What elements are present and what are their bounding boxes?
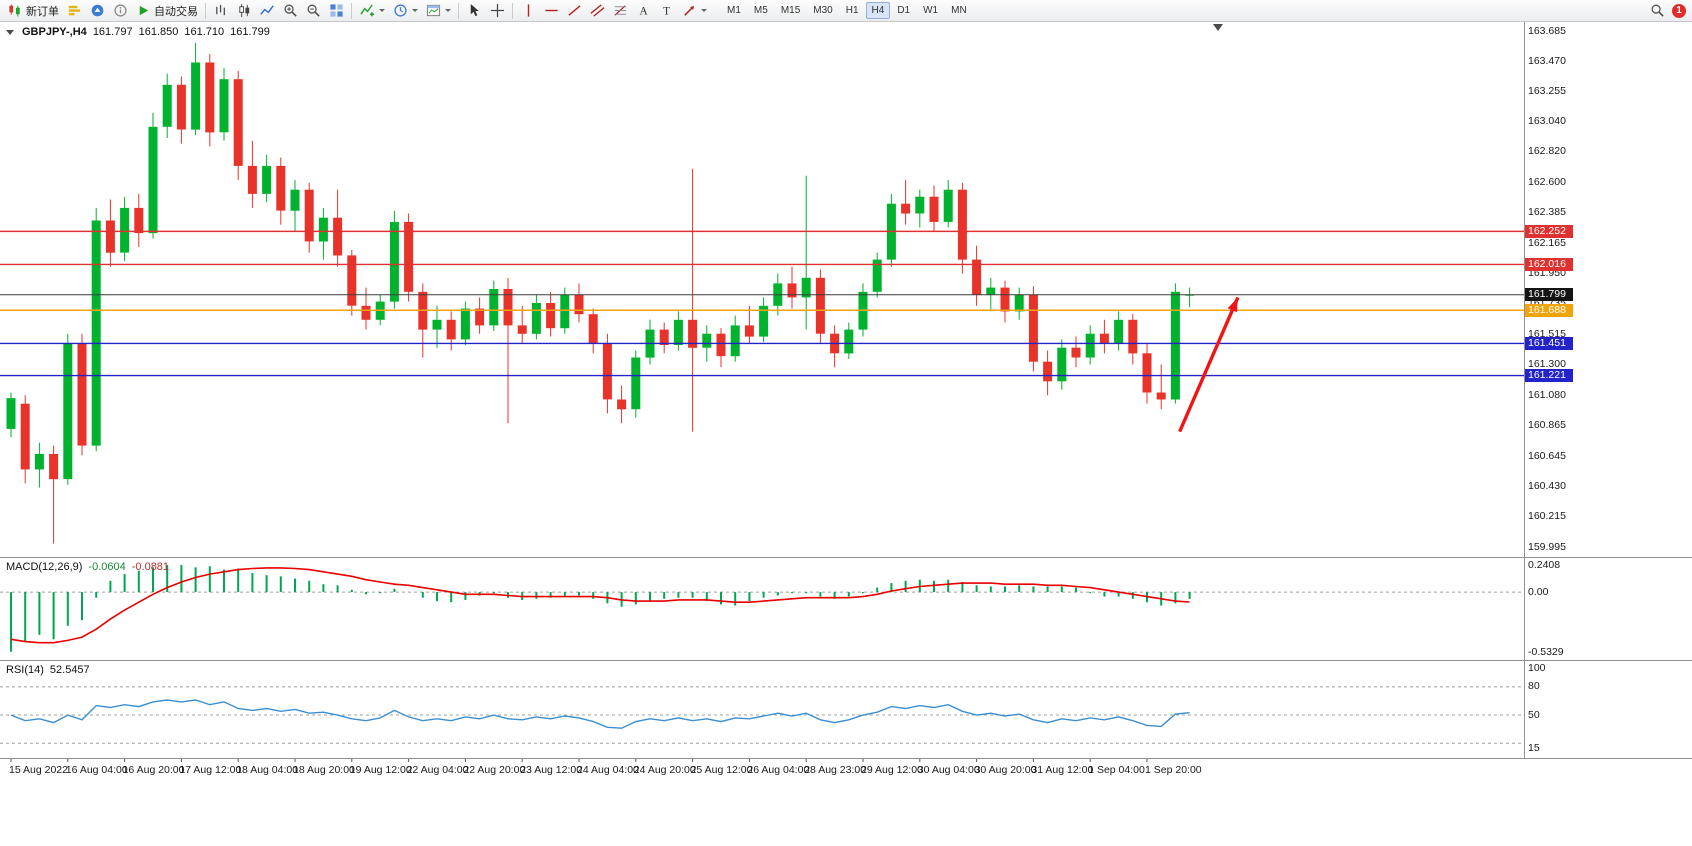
- tile-windows-button[interactable]: [325, 1, 347, 20]
- toolbar-right-group: 1: [1646, 1, 1688, 20]
- chart-bars-icon: [213, 3, 229, 19]
- cursor-button[interactable]: [463, 1, 485, 20]
- ohlc-collapse-icon[interactable]: [6, 29, 14, 35]
- chart-line-button[interactable]: [256, 1, 278, 20]
- toolbar-separator: [458, 2, 459, 19]
- macd-name-label: MACD(12,26,9): [6, 561, 83, 573]
- svg-text:A: A: [639, 6, 648, 18]
- text-icon: A: [635, 3, 651, 19]
- search-icon: [1649, 3, 1665, 19]
- macd-signal-value: -0.0881: [131, 561, 170, 573]
- symbol-ohlc-line: GBPJPY-,H4 161.797 161.850 161.710 161.7…: [6, 26, 270, 38]
- rsi-current-value: 52.5457: [49, 664, 90, 676]
- timeframe-button-m5[interactable]: M5: [753, 5, 768, 16]
- chart-bars-button[interactable]: [210, 1, 232, 20]
- ohlc-open-value: 161.797: [92, 26, 133, 38]
- cursor-icon: [466, 3, 482, 19]
- horizontal-line-button[interactable]: [540, 1, 562, 20]
- ohlc-close-value: 161.799: [230, 26, 270, 38]
- new-order-label: 新订单: [26, 5, 59, 18]
- zoom-in-icon: [282, 3, 298, 19]
- new-order-button[interactable]: 新订单: [4, 1, 62, 20]
- vertical-line-icon: [520, 3, 536, 19]
- algo-trading-label: 自动交易: [154, 5, 198, 18]
- crosshair-button[interactable]: [486, 1, 508, 20]
- templates-button[interactable]: [422, 1, 454, 20]
- trendline-icon: [566, 3, 582, 19]
- vertical-line-button[interactable]: [517, 1, 539, 20]
- rsi-name-label: RSI(14): [6, 664, 44, 676]
- zoom-out-icon: [305, 3, 321, 19]
- new-order-icon: [7, 3, 23, 19]
- toolbar-separator: [512, 2, 513, 19]
- equidistant-channel-icon: [589, 3, 605, 19]
- chart-candles-icon: [236, 3, 252, 19]
- fibonacci-button[interactable]: [609, 1, 631, 20]
- text-label-button[interactable]: T: [655, 1, 677, 20]
- info-button[interactable]: [109, 1, 131, 20]
- market-watch-button[interactable]: [86, 1, 108, 20]
- arrows-button[interactable]: [678, 1, 710, 20]
- macd-main-value: -0.0604: [88, 561, 126, 573]
- timeframe-button-h1[interactable]: H1: [845, 5, 859, 16]
- rsi-indicator-label: RSI(14) 52.5457: [6, 664, 90, 676]
- text-label-icon: T: [658, 3, 674, 19]
- indicators-button[interactable]: [356, 1, 388, 20]
- periods-clock-icon: [392, 3, 408, 19]
- chart-candles-button[interactable]: [233, 1, 255, 20]
- macd-indicator-label: MACD(12,26,9) -0.0604 -0.0881: [6, 561, 169, 573]
- arrows-tool-icon: [681, 3, 697, 19]
- market-watch-icon: [89, 3, 105, 19]
- algo-trading-button[interactable]: 自动交易: [132, 1, 201, 20]
- timeframe-button-m30[interactable]: M30: [813, 5, 833, 16]
- timeframe-button-m15[interactable]: M15: [780, 5, 801, 16]
- timeframe-button-m1[interactable]: M1: [727, 5, 741, 16]
- search-button[interactable]: [1646, 1, 1668, 20]
- algo-trading-play-icon: [135, 3, 151, 19]
- dropdown-caret-icon: [412, 9, 418, 12]
- depth-of-market-button[interactable]: [63, 1, 85, 20]
- fibonacci-icon: [612, 3, 628, 19]
- timeframe-button-w1[interactable]: W1: [923, 5, 939, 16]
- zoom-out-button[interactable]: [302, 1, 324, 20]
- indicators-icon: [359, 3, 375, 19]
- text-button[interactable]: A: [632, 1, 654, 20]
- main-toolbar: 新订单 自动交易: [0, 0, 1692, 22]
- zoom-in-button[interactable]: [279, 1, 301, 20]
- timeframe-group: M1 M5 M15 M30 H1 H4 D1 W1 MN: [721, 2, 973, 19]
- dropdown-caret-icon: [445, 9, 451, 12]
- chart-line-icon: [259, 3, 275, 19]
- dropdown-caret-icon: [379, 9, 385, 12]
- tile-windows-icon: [328, 3, 344, 19]
- ohlc-high-value: 161.850: [138, 26, 179, 38]
- svg-text:T: T: [663, 6, 670, 18]
- symbol-period-label: GBPJPY-,H4: [22, 26, 87, 38]
- depth-of-market-icon: [66, 3, 82, 19]
- toolbar-separator: [205, 2, 206, 19]
- toolbar-separator: [351, 2, 352, 19]
- dropdown-caret-icon: [701, 9, 707, 12]
- periods-button[interactable]: [389, 1, 421, 20]
- info-icon: [112, 3, 128, 19]
- horizontal-line-icon: [543, 3, 559, 19]
- timeframe-button-d1[interactable]: D1: [897, 5, 911, 16]
- ohlc-low-value: 161.710: [184, 26, 225, 38]
- timeframe-button-h4[interactable]: H4: [865, 2, 891, 19]
- notification-badge[interactable]: 1: [1672, 3, 1686, 18]
- templates-icon: [425, 3, 441, 19]
- trendline-button[interactable]: [563, 1, 585, 20]
- equidistant-channel-button[interactable]: [586, 1, 608, 20]
- crosshair-icon: [489, 3, 505, 19]
- timeframe-button-mn[interactable]: MN: [951, 5, 967, 16]
